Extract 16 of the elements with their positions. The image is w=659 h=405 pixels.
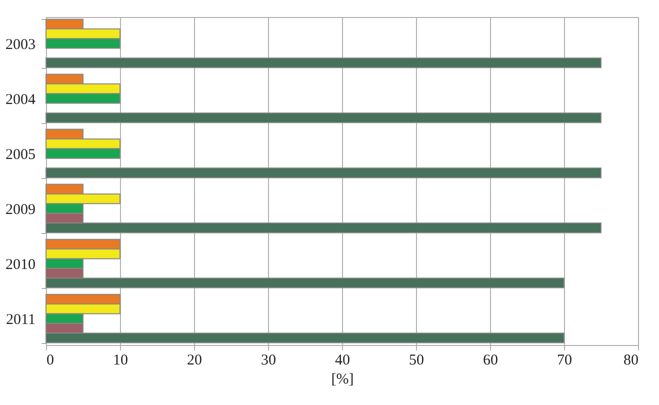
y-tick-label: 2009 <box>6 202 36 218</box>
x-tick-label: 80 <box>624 352 638 368</box>
x-tick-label: 30 <box>261 352 276 368</box>
x-tick-label: 20 <box>187 352 202 368</box>
y-tick-label: 2010 <box>6 257 36 274</box>
x-tick-label: 50 <box>409 352 424 368</box>
x-tick-label: 40 <box>335 352 350 368</box>
x-tick-label: 60 <box>483 352 498 368</box>
y-tick-label: 2004 <box>6 92 36 108</box>
y-tick-label: 2005 <box>6 146 36 163</box>
y-tick-label: 2003 <box>6 36 36 53</box>
y-tick-label: 2011 <box>6 312 36 328</box>
x-tick-label: 0 <box>46 352 54 368</box>
x-axis-title: [%] <box>331 372 354 388</box>
x-tick-label: 70 <box>557 352 572 368</box>
x-tick-label: 10 <box>113 352 128 368</box>
